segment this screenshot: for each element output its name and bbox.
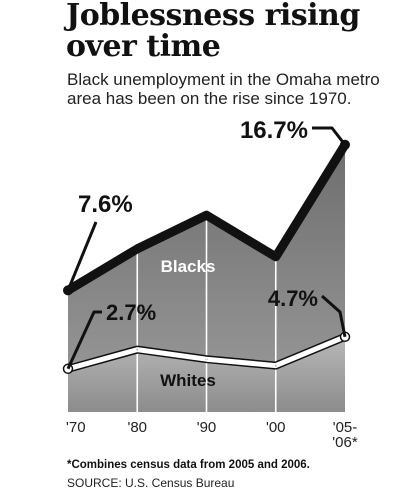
- blacks-last-value-leader: [312, 126, 347, 146]
- x-tick-label-2: '90: [197, 419, 217, 436]
- whites-last-value-label: 4.7%: [268, 286, 318, 311]
- whites-last-value-leader: [321, 294, 347, 338]
- blacks-series-label: Blacks: [161, 257, 216, 276]
- x-tick-label-1: '80: [127, 419, 147, 436]
- chart-subtitle: Black unemployment in the Omaha metro ar…: [67, 70, 380, 108]
- chart-source: SOURCE: U.S. Census Bureau: [67, 476, 235, 490]
- blacks-first-value-leader: [66, 221, 98, 291]
- blacks-first-value-label: 7.6%: [78, 191, 133, 218]
- x-tick-label-0: '70: [66, 419, 86, 436]
- whites-series-label: Whites: [160, 371, 216, 390]
- blacks-last-value-label: 16.7%: [240, 117, 308, 144]
- chart-footnote: *Combines census data from 2005 and 2006…: [67, 459, 310, 471]
- x-tick-label-3: '00: [266, 419, 286, 436]
- whites-first-value-label: 2.7%: [106, 300, 156, 325]
- chart-title: Joblessness rising over time: [66, 0, 360, 64]
- whites-first-value-leader: [66, 310, 102, 370]
- x-tick-label-4: '05-'06*: [332, 419, 358, 451]
